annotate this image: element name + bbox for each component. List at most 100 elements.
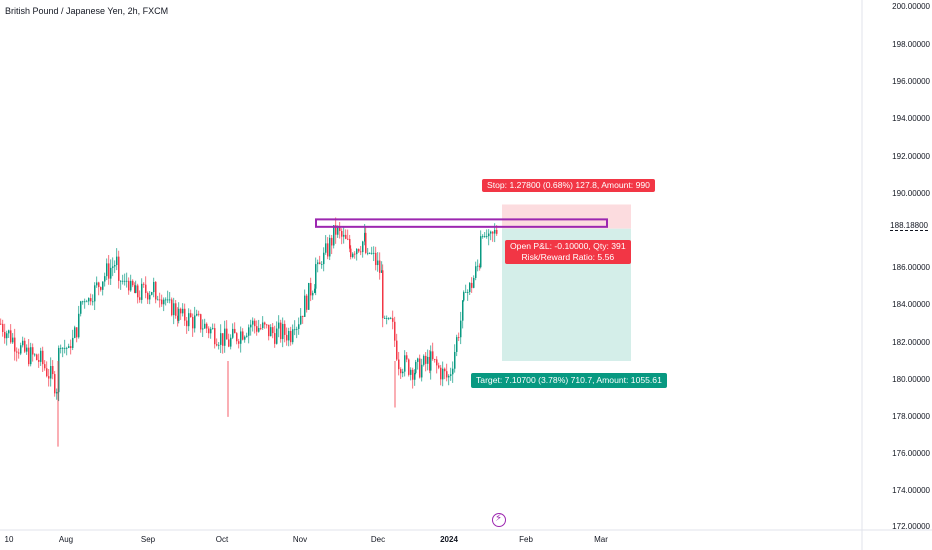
- candle-body: [452, 368, 454, 375]
- candle-body: [84, 301, 86, 303]
- candle-body: [242, 331, 244, 340]
- candle-body: [482, 236, 484, 237]
- candle-body: [454, 351, 456, 369]
- candle-body: [306, 295, 308, 310]
- candle-body: [400, 369, 402, 374]
- lightning-icon[interactable]: ⚡: [492, 513, 506, 527]
- candle-body: [96, 282, 98, 286]
- candle-body: [28, 347, 30, 365]
- candle-body: [114, 265, 116, 267]
- candle-body: [178, 308, 180, 321]
- candle-body: [232, 328, 234, 338]
- candle-body: [373, 252, 375, 254]
- candle-body: [367, 252, 369, 254]
- candle-body: [186, 320, 188, 327]
- candle-body: [331, 237, 333, 246]
- y-tick: 182.00000: [892, 338, 930, 347]
- candle-body: [496, 229, 498, 234]
- y-tick: 180.00000: [892, 375, 930, 384]
- candle-body: [398, 359, 400, 370]
- candle-body: [442, 368, 444, 380]
- candle-body: [161, 299, 163, 305]
- candle-body: [479, 265, 481, 268]
- candle-body: [56, 392, 58, 394]
- candle-body: [252, 320, 254, 325]
- candle-body: [184, 308, 186, 321]
- candle-body: [188, 313, 190, 327]
- candle-body: [194, 315, 196, 329]
- candle-body: [200, 314, 202, 330]
- y-tick: 196.00000: [892, 77, 930, 86]
- candle-body: [68, 346, 70, 348]
- candle-body: [396, 340, 398, 360]
- candle-body: [345, 234, 347, 239]
- candle-body: [62, 347, 64, 349]
- candle-body: [177, 315, 179, 321]
- candle-body: [165, 299, 167, 301]
- candle-body: [282, 323, 284, 340]
- candle-body: [86, 301, 88, 303]
- candle-body: [434, 359, 436, 360]
- candle-body: [390, 318, 392, 319]
- y-tick: 172.00000: [892, 522, 930, 531]
- candle-body: [308, 282, 310, 310]
- candle-body: [286, 334, 288, 341]
- candle-body: [58, 347, 60, 393]
- candle-body: [325, 243, 327, 253]
- candle-body: [471, 282, 473, 288]
- candle-body: [382, 270, 384, 319]
- candle-body: [139, 297, 141, 300]
- x-tick-year: 2024: [440, 535, 458, 544]
- candle-body: [256, 326, 258, 332]
- candle-body: [124, 280, 126, 282]
- candle-body: [212, 328, 214, 329]
- candle-body: [106, 263, 108, 277]
- candle-body: [276, 328, 278, 344]
- candle-body: [44, 364, 46, 369]
- resistance-zone-rectangle[interactable]: [315, 218, 608, 228]
- y-tick: 194.00000: [892, 114, 930, 123]
- y-tick: 192.00000: [892, 152, 930, 161]
- candle-body: [410, 369, 412, 375]
- candle-body: [327, 243, 329, 257]
- candle-body: [34, 354, 36, 356]
- candle-body: [126, 280, 128, 282]
- candle-body: [444, 368, 446, 372]
- candle-body: [425, 355, 427, 364]
- candle-body: [315, 264, 317, 289]
- candle-body: [384, 318, 386, 319]
- candle-body: [360, 251, 362, 253]
- candle-body: [260, 327, 262, 329]
- candle-body: [122, 280, 124, 282]
- candle-body: [258, 327, 260, 332]
- candle-body: [392, 318, 394, 322]
- current-price-label: 188.18800: [890, 221, 928, 231]
- candle-body: [182, 308, 184, 314]
- candle-body: [118, 256, 120, 281]
- candle-body: [169, 299, 171, 301]
- candle-body: [312, 292, 314, 296]
- candle-body: [254, 320, 256, 327]
- candle-body: [490, 231, 492, 234]
- candle-body: [394, 321, 396, 341]
- candle-body: [477, 265, 479, 267]
- stop-loss-zone[interactable]: [502, 204, 631, 229]
- candle-body: [347, 238, 349, 240]
- candle-body: [480, 236, 482, 268]
- candle-body: [145, 284, 147, 293]
- candle-body: [298, 324, 300, 329]
- candle-body: [317, 262, 319, 265]
- candle-body: [116, 256, 118, 266]
- y-tick: 178.00000: [892, 412, 930, 421]
- candle-body: [310, 282, 312, 296]
- candle-body: [36, 354, 38, 361]
- candle-body: [100, 287, 102, 290]
- candle-body: [110, 267, 112, 279]
- candle-body: [192, 317, 194, 329]
- candle-body: [430, 351, 432, 371]
- candle-body: [406, 355, 408, 360]
- candle-body: [72, 337, 74, 348]
- candle-body: [175, 303, 177, 316]
- candle-body: [4, 331, 6, 339]
